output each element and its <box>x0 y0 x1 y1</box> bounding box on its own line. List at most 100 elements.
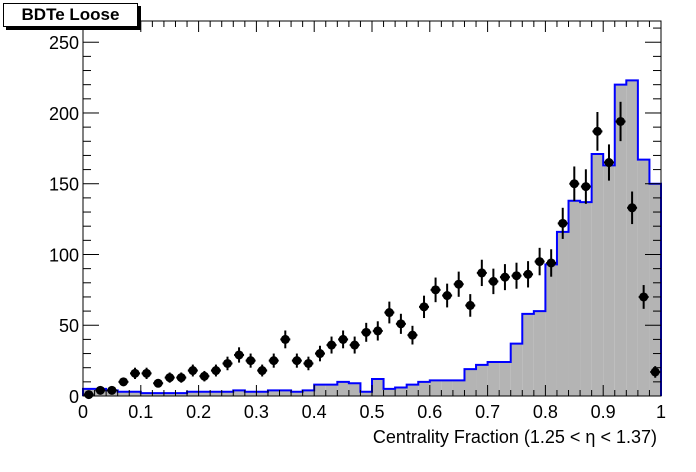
data-point <box>511 262 522 289</box>
data-point <box>650 366 661 378</box>
data-point <box>257 364 268 377</box>
y-tick-label: 50 <box>59 316 79 336</box>
filled-bin <box>429 380 442 396</box>
x-tick-label: 1 <box>656 402 666 422</box>
data-points <box>83 101 661 400</box>
point-marker <box>419 302 429 312</box>
filled-bin <box>637 159 650 396</box>
data-point <box>326 336 337 354</box>
y-tick-label: 0 <box>69 387 79 407</box>
data-point <box>372 321 383 341</box>
x-axis-label: Centrality Fraction (1.25 < η < 1.37) <box>373 427 657 447</box>
filled-bin <box>418 381 430 396</box>
point-marker <box>512 271 521 281</box>
point-marker <box>188 366 198 376</box>
data-point <box>153 378 164 388</box>
filled-bin <box>210 391 222 396</box>
filled-bin <box>499 362 511 396</box>
data-point <box>280 330 291 349</box>
axis-ticks <box>82 21 662 397</box>
data-point <box>395 313 406 334</box>
filled-bin <box>291 391 303 396</box>
point-marker <box>165 373 175 383</box>
data-point <box>499 264 510 291</box>
data-point <box>442 283 453 308</box>
data-point <box>569 166 580 201</box>
x-tick-label: 0.6 <box>417 402 442 422</box>
point-marker <box>546 258 556 268</box>
filled-bin <box>510 343 523 396</box>
data-point <box>303 356 314 371</box>
point-marker <box>246 356 256 366</box>
data-point <box>638 285 649 309</box>
point-marker <box>292 356 302 366</box>
filled-bin <box>626 80 638 396</box>
filled-bin <box>325 384 338 396</box>
filled-bin <box>267 390 280 396</box>
filled-bin <box>348 383 361 396</box>
filled-bin <box>522 313 534 396</box>
data-point <box>349 336 360 354</box>
data-point <box>546 249 557 277</box>
filled-bin <box>244 391 257 396</box>
point-marker <box>396 319 406 329</box>
filled-bin <box>533 311 546 396</box>
data-point <box>523 261 534 288</box>
filled-bin <box>580 202 592 396</box>
filled-bin <box>441 380 453 396</box>
point-marker <box>303 358 313 368</box>
point-marker <box>384 308 394 318</box>
filled-bin <box>545 264 557 396</box>
chart-title: BDTe Loose <box>3 3 138 27</box>
tick-labels: 0 0.1 0.2 0.3 0.4 0.5 0.6 0.7 0.8 0.9 1 0 50 100 150 20… <box>49 33 666 422</box>
point-marker <box>581 182 591 192</box>
point-marker <box>373 326 383 336</box>
point-marker <box>558 218 568 228</box>
data-point <box>199 370 210 382</box>
point-marker <box>327 340 337 350</box>
filled-bin <box>487 362 500 396</box>
point-marker <box>500 272 510 282</box>
filled-bin <box>603 165 615 396</box>
data-point <box>118 377 129 387</box>
data-point <box>291 353 302 368</box>
filled-bin <box>556 231 569 396</box>
data-point <box>407 325 418 345</box>
data-point <box>222 356 233 371</box>
point-marker <box>223 358 232 368</box>
data-point <box>603 144 614 181</box>
data-point <box>245 353 256 368</box>
x-tick-label: 0.3 <box>244 402 269 422</box>
data-point <box>234 347 245 363</box>
filled-bin <box>175 393 188 396</box>
x-tick-label: 0.2 <box>186 402 211 422</box>
y-tick-label: 250 <box>49 33 79 53</box>
point-marker <box>407 330 417 340</box>
blue-step-line <box>82 79 662 396</box>
point-marker <box>153 378 163 388</box>
filled-bin <box>198 391 211 396</box>
point-marker <box>234 350 244 360</box>
filled-bin <box>117 391 130 396</box>
point-marker <box>569 179 579 189</box>
filled-bin <box>649 183 661 396</box>
x-tick-label: 0.9 <box>591 402 616 422</box>
x-tick-label: 0.1 <box>128 402 153 422</box>
point-marker <box>361 327 371 337</box>
point-marker <box>338 334 348 344</box>
filled-bin <box>406 384 419 396</box>
point-marker <box>454 279 464 289</box>
filled-bin <box>614 84 627 396</box>
point-marker <box>650 367 660 377</box>
point-marker <box>199 371 209 381</box>
data-point <box>268 353 279 368</box>
data-point <box>419 295 430 319</box>
point-marker <box>627 203 637 213</box>
filled-bin <box>233 390 245 396</box>
filled-bin <box>360 391 372 396</box>
filled-bin <box>452 380 465 396</box>
point-marker <box>465 300 475 310</box>
filled-bin <box>163 393 176 396</box>
point-marker <box>142 368 152 378</box>
point-marker <box>176 373 186 383</box>
